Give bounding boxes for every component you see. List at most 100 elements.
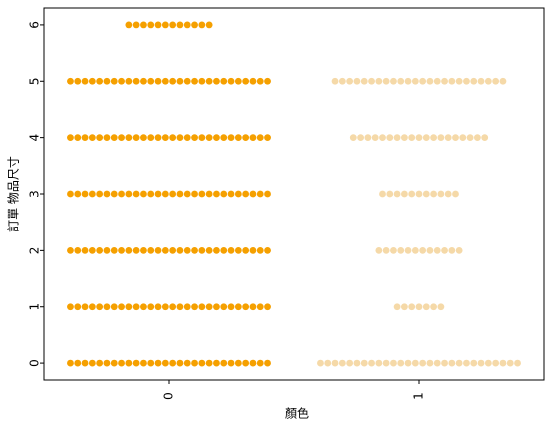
dot	[198, 359, 206, 367]
dot	[81, 134, 89, 142]
dot	[227, 77, 235, 85]
dot	[198, 21, 206, 29]
dot	[386, 134, 394, 142]
dot	[463, 77, 470, 85]
dot	[249, 190, 257, 198]
y-tick-label: 5	[28, 77, 42, 85]
dot	[118, 190, 125, 198]
dot	[213, 134, 220, 142]
dot	[234, 190, 242, 198]
dot	[506, 359, 514, 367]
dot	[198, 303, 206, 311]
dot	[161, 246, 169, 254]
dot	[401, 134, 408, 142]
dot	[455, 246, 463, 254]
dot	[411, 77, 419, 85]
dot	[198, 246, 206, 254]
dot	[205, 190, 213, 198]
dot	[140, 77, 147, 85]
dot	[67, 134, 74, 142]
dot	[397, 246, 405, 254]
dot	[103, 134, 111, 142]
dot	[227, 134, 235, 142]
y-tick-label: 2	[28, 247, 42, 255]
dot	[430, 134, 437, 142]
dot	[118, 359, 125, 367]
dot	[132, 246, 140, 254]
dot	[481, 134, 489, 142]
dot	[401, 190, 408, 198]
dot	[88, 303, 96, 311]
dot	[264, 246, 271, 254]
dot	[437, 190, 445, 198]
dot	[183, 77, 191, 85]
dot	[176, 134, 184, 142]
dot	[234, 134, 242, 142]
dot	[474, 134, 481, 142]
dot	[191, 190, 198, 198]
dot	[191, 134, 198, 142]
dot	[205, 359, 213, 367]
dot	[364, 134, 372, 142]
dot	[169, 246, 177, 254]
dot	[368, 77, 375, 85]
dot	[448, 77, 456, 85]
dot	[96, 134, 104, 142]
dot	[463, 359, 470, 367]
dot	[88, 134, 96, 142]
dot	[213, 303, 220, 311]
dot	[132, 359, 140, 367]
dot	[441, 77, 448, 85]
dot	[444, 134, 452, 142]
dot	[371, 134, 379, 142]
dot	[242, 246, 250, 254]
dot	[256, 246, 264, 254]
dot	[382, 246, 390, 254]
dot	[183, 246, 191, 254]
dot	[125, 77, 133, 85]
dot	[382, 359, 390, 367]
dot	[393, 190, 401, 198]
dot	[110, 246, 118, 254]
dot	[169, 190, 177, 198]
dot	[198, 77, 206, 85]
dot	[346, 77, 354, 85]
dot	[422, 190, 430, 198]
dot	[379, 190, 386, 198]
dot	[67, 77, 74, 85]
dot	[426, 246, 434, 254]
dot	[213, 190, 220, 198]
dot	[67, 190, 74, 198]
dot	[397, 77, 405, 85]
dot	[191, 359, 198, 367]
dot	[205, 134, 213, 142]
dot	[448, 246, 456, 254]
dot	[147, 77, 155, 85]
dot	[220, 77, 228, 85]
dot	[338, 359, 346, 367]
dot	[349, 134, 357, 142]
dot	[67, 359, 74, 367]
dot	[191, 21, 198, 29]
dot	[140, 246, 147, 254]
dot	[437, 303, 445, 311]
dot	[125, 246, 133, 254]
y-tick-label: 4	[28, 134, 42, 142]
dot	[264, 303, 271, 311]
dot	[415, 303, 423, 311]
dot	[227, 359, 235, 367]
dot	[183, 190, 191, 198]
dot	[125, 303, 133, 311]
dot	[154, 21, 162, 29]
dot	[411, 246, 419, 254]
dot	[118, 134, 125, 142]
dot	[176, 359, 184, 367]
dot	[353, 77, 361, 85]
dot	[125, 134, 133, 142]
dot	[360, 77, 368, 85]
dot	[390, 359, 397, 367]
dot	[110, 190, 118, 198]
dot	[408, 303, 416, 311]
y-tick-label: 3	[28, 190, 42, 198]
